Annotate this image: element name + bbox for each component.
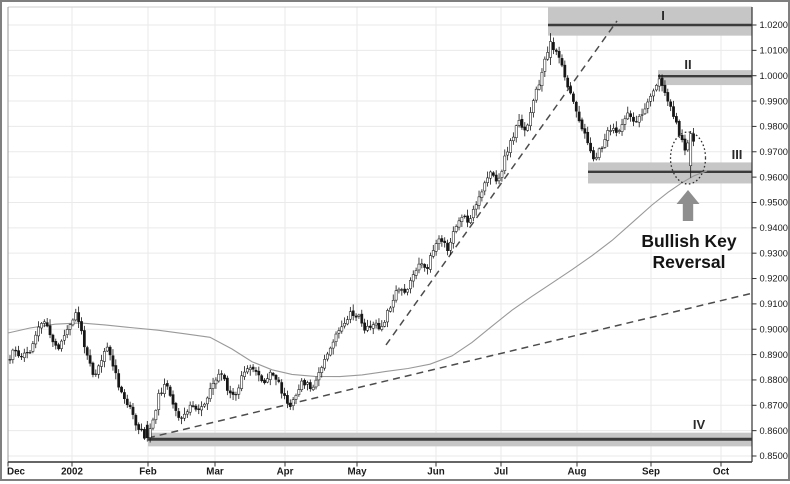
x-axis-labels: Dec 2002 Feb Mar Apr May Jun Jul Aug Sep Oct: [7, 462, 730, 478]
up-arrow-icon: [676, 190, 700, 221]
price-label: 1.0200: [760, 20, 788, 30]
y-axis-labels: 1.0200 1.0100 1.0000 0.9900 0.9800 0.9700 0.96…: [752, 20, 788, 461]
month-label: Mar: [206, 467, 224, 478]
zone-III: III: [588, 147, 752, 184]
price-label: 0.9800: [760, 122, 788, 132]
trendlines: [147, 20, 753, 439]
zone-label-III: III: [732, 147, 743, 162]
candlesticks: [8, 33, 695, 443]
zone-label-IV: IV: [693, 417, 706, 432]
month-label: Apr: [277, 467, 294, 478]
price-label: 0.9700: [760, 147, 788, 157]
price-label: 0.8800: [760, 375, 788, 385]
price-label: 0.8500: [760, 451, 788, 461]
accelerated-uptrend-line: [385, 20, 618, 346]
month-label: Jul: [494, 467, 508, 478]
price-label: 1.0000: [760, 71, 788, 81]
month-label: Sep: [642, 467, 660, 478]
price-label: 0.9900: [760, 96, 788, 106]
zone-IV: IV: [148, 417, 752, 447]
price-label: 0.9400: [760, 223, 788, 233]
price-label: 0.9300: [760, 248, 788, 258]
price-label: 0.8900: [760, 350, 788, 360]
month-label: Dec: [7, 467, 26, 478]
zone-label-II: II: [684, 57, 691, 72]
price-label: 1.0100: [760, 46, 788, 56]
annotation-text-line-2: Reversal: [653, 252, 726, 272]
price-label: 0.8700: [760, 400, 788, 410]
month-label: Aug: [567, 467, 586, 478]
annotation-text-line-1: Bullish Key: [641, 231, 737, 251]
price-label: 0.9600: [760, 172, 788, 182]
zone-label-I: I: [661, 8, 665, 23]
price-label: 0.8600: [760, 426, 788, 436]
zone-II: II: [658, 57, 752, 86]
month-label: May: [347, 467, 367, 478]
month-label: Jun: [427, 467, 444, 478]
month-label: Oct: [713, 467, 730, 478]
month-label: 2002: [61, 467, 83, 478]
axes: [7, 6, 753, 463]
primary-uptrend-line: [147, 292, 753, 439]
zone-I: I: [548, 7, 752, 36]
month-label: Feb: [139, 467, 156, 478]
price-label: 0.9000: [760, 324, 788, 334]
price-label: 0.9100: [760, 299, 788, 309]
reversal-highlight-ellipse: [669, 131, 707, 185]
price-label: 0.9200: [760, 274, 788, 284]
price-label: 0.9500: [760, 198, 788, 208]
moving-average-line: [7, 170, 708, 378]
gridlines: [8, 7, 752, 462]
